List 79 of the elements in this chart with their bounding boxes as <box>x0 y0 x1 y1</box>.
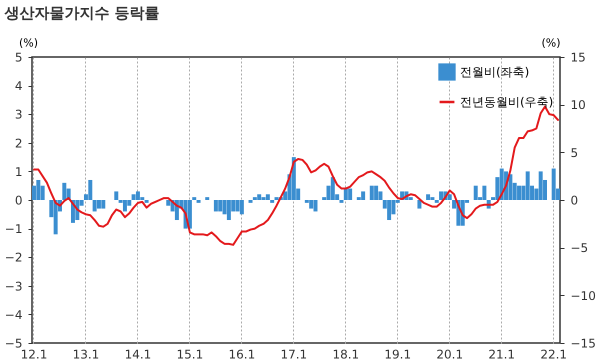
x-tick-label: 17.1 <box>280 348 308 362</box>
bar <box>101 200 106 209</box>
bar <box>552 168 556 200</box>
bar <box>88 180 92 200</box>
y-tick-label: 2 <box>14 136 22 150</box>
y-tick-label: 4 <box>14 79 22 94</box>
y-tick-label: 5 <box>14 50 22 64</box>
y-axis-title: (%) <box>18 36 38 50</box>
bar <box>257 194 262 200</box>
bar <box>508 174 512 200</box>
y-tick-label: −4 <box>4 308 22 322</box>
bar <box>538 171 543 200</box>
bar <box>417 200 422 209</box>
bar <box>387 200 392 220</box>
bar <box>144 200 149 203</box>
bar <box>205 197 210 200</box>
bar <box>474 186 478 200</box>
x-tick-label: 20.1 <box>436 348 464 362</box>
bar <box>252 197 257 200</box>
x-tick-label: 13.1 <box>72 348 100 362</box>
y-tick-label: 1 <box>14 164 22 179</box>
bar <box>309 200 314 209</box>
bar <box>339 200 344 203</box>
x-tick-label: 22.1 <box>540 348 568 362</box>
x-tick-label: 12.1 <box>20 348 48 362</box>
bar <box>313 200 318 212</box>
x-tick-label: 16.1 <box>228 348 256 362</box>
legend-label: 전월비(좌축) <box>460 65 530 79</box>
bar <box>439 191 444 200</box>
bar <box>426 194 430 200</box>
bar <box>248 200 253 203</box>
bar <box>240 200 244 214</box>
y-tick-label: −5 <box>4 336 22 350</box>
y-tick-label: −2 <box>4 250 22 265</box>
bar <box>92 200 97 212</box>
x-tick-label: 18.1 <box>332 348 360 362</box>
bar <box>274 197 279 200</box>
y-tick-label: −1 <box>4 222 22 236</box>
bar <box>448 194 452 200</box>
y2-tick-label: −5 <box>570 241 588 256</box>
bar <box>266 194 270 200</box>
y-tick-label: 3 <box>14 108 22 122</box>
y-tick-label: 0 <box>14 194 22 208</box>
bar <box>370 186 374 200</box>
bar <box>344 188 348 200</box>
bar <box>132 194 136 200</box>
x-tick-label: 21.1 <box>488 348 516 362</box>
bar <box>188 200 192 229</box>
bar <box>196 200 201 203</box>
bar <box>36 180 40 200</box>
legend-label: 전년동월비(우축) <box>460 95 554 109</box>
bar <box>330 177 335 200</box>
bar <box>430 197 434 200</box>
y2-tick-label: −10 <box>570 288 596 303</box>
y2-tick-label: 15 <box>570 50 586 64</box>
bar <box>62 182 66 200</box>
y2-axis-title: (%) <box>541 36 560 50</box>
bar <box>361 191 366 200</box>
bar <box>482 186 486 200</box>
y2-tick-label: −15 <box>570 336 596 350</box>
bar <box>226 200 231 220</box>
x-tick-label: 14.1 <box>124 348 152 362</box>
chart-title: 생산자물가지수 등락률 <box>3 4 160 22</box>
bar <box>114 191 118 200</box>
bar <box>218 200 222 212</box>
bar <box>434 200 439 203</box>
bar <box>374 186 378 200</box>
bar <box>270 200 274 203</box>
y2-tick-label: 10 <box>570 98 586 112</box>
x-tick-label: 15.1 <box>176 348 204 362</box>
bar <box>526 171 530 200</box>
bar <box>192 197 196 200</box>
y2-tick-label: 0 <box>570 194 578 208</box>
bar <box>54 200 58 234</box>
bar <box>214 200 218 212</box>
x-tick-label: 19.1 <box>384 348 412 362</box>
y2-tick-label: 5 <box>570 146 578 160</box>
bar <box>348 188 352 200</box>
y-tick-label: −3 <box>4 279 22 294</box>
